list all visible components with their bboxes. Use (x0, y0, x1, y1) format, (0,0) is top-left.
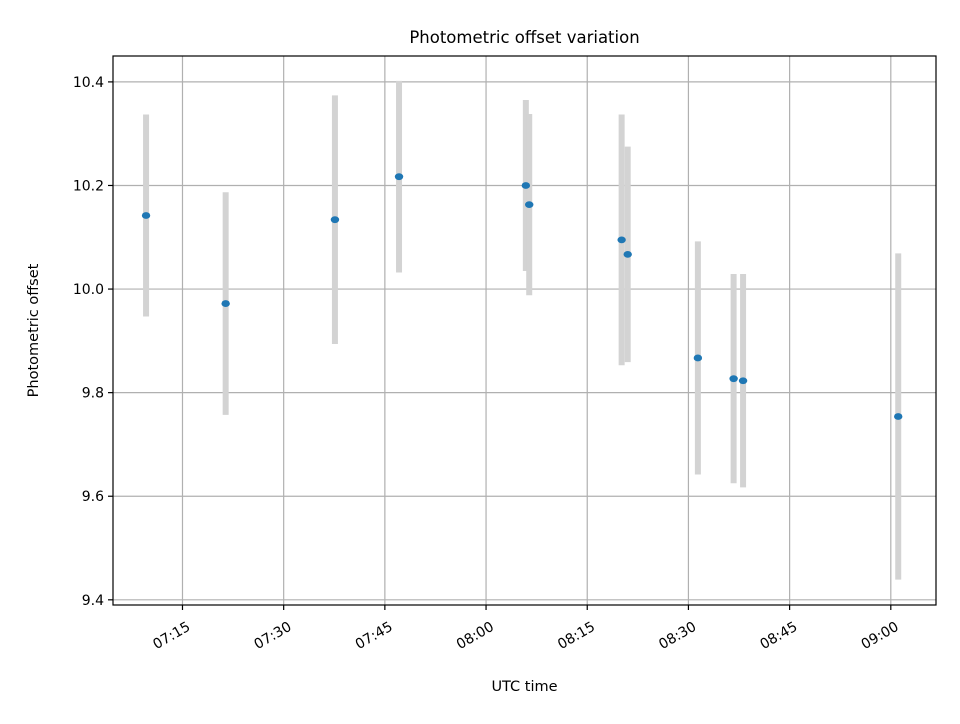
data-point (617, 236, 626, 244)
y-tick-label: 9.6 (82, 489, 104, 505)
y-tick-label: 9.4 (82, 593, 104, 609)
y-tick-label: 10.0 (73, 282, 104, 298)
data-point (738, 377, 748, 385)
data-point (330, 216, 340, 224)
plot-area-frame (112, 55, 937, 606)
x-axis-label: UTC time (491, 679, 557, 695)
data-point (394, 173, 404, 181)
data-point (221, 300, 230, 307)
data-point (894, 413, 903, 420)
data-point (525, 201, 534, 209)
y-tick-label: 10.4 (73, 75, 104, 91)
data-point (521, 182, 531, 189)
y-axis-label: Photometric offset (26, 263, 42, 397)
y-tick-label: 10.2 (73, 178, 104, 194)
data-points (141, 173, 903, 420)
data-point (623, 250, 632, 258)
chart-title: Photometric offset variation (409, 28, 639, 47)
y-tick-label: 9.8 (82, 386, 104, 402)
data-point (141, 212, 151, 219)
data-point (729, 375, 738, 383)
data-point (693, 354, 703, 362)
